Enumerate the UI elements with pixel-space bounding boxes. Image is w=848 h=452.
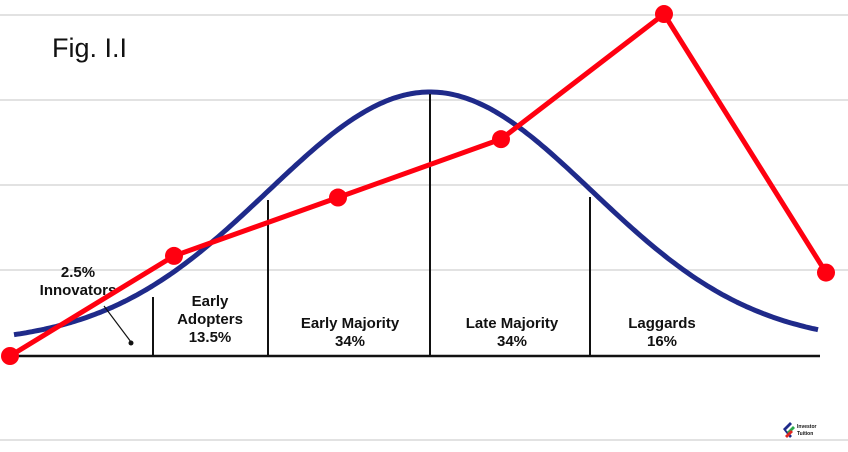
red-series-point-5: [817, 263, 835, 282]
segment-label-1-line-0: Early: [192, 293, 229, 310]
red-series-point-2: [329, 188, 347, 207]
innovators-pointer-dot: [128, 340, 134, 346]
segment-label-4-line-0: Laggards: [628, 315, 696, 332]
innovators-pointer-line: [103, 305, 132, 343]
logo-line-1: Investor: [797, 424, 817, 430]
segment-label-2-line-1: 34%: [335, 333, 365, 350]
red-series-point-0: [1, 347, 19, 365]
red-series-line: [7, 11, 829, 359]
figure-title: Fig. I.I: [52, 33, 127, 63]
logo-line-2: Tuition: [797, 431, 813, 437]
segment-label-4: Laggards 16%: [628, 315, 696, 350]
gridlines: [0, 14, 848, 441]
red-series-point-4: [655, 5, 673, 24]
segment-label-3-line-0: Late Majority: [466, 315, 559, 332]
segment-label-0: 2.5% Innovators: [40, 264, 117, 299]
segment-labels: 2.5% Innovators Early Adopters 13.5% Early Ma…: [40, 264, 696, 350]
red-series-point-1: [165, 246, 183, 265]
red-series-point-3: [492, 130, 510, 149]
segment-label-1-line-1: Adopters: [177, 311, 243, 328]
segment-label-4-line-1: 16%: [647, 333, 677, 350]
segment-label-2-line-0: Early Majority: [301, 315, 400, 332]
segment-label-3-line-1: 34%: [497, 333, 527, 350]
segment-label-1-line-2: 13.5%: [189, 329, 232, 346]
bell-curve-layer: [13, 89, 819, 338]
segment-label-0-line-1: Innovators: [40, 282, 117, 299]
segment-dividers: [152, 94, 591, 356]
segment-label-1: Early Adopters 13.5%: [177, 293, 243, 346]
red-series-layer: [1, 5, 835, 365]
segment-label-2: Early Majority 34%: [301, 315, 400, 350]
segment-label-0-line-0: 2.5%: [61, 264, 95, 281]
investor-tuition-logo: Investor Tuition: [783, 422, 817, 438]
segment-label-3: Late Majority 34%: [466, 315, 559, 350]
bell-curve: [13, 89, 819, 338]
